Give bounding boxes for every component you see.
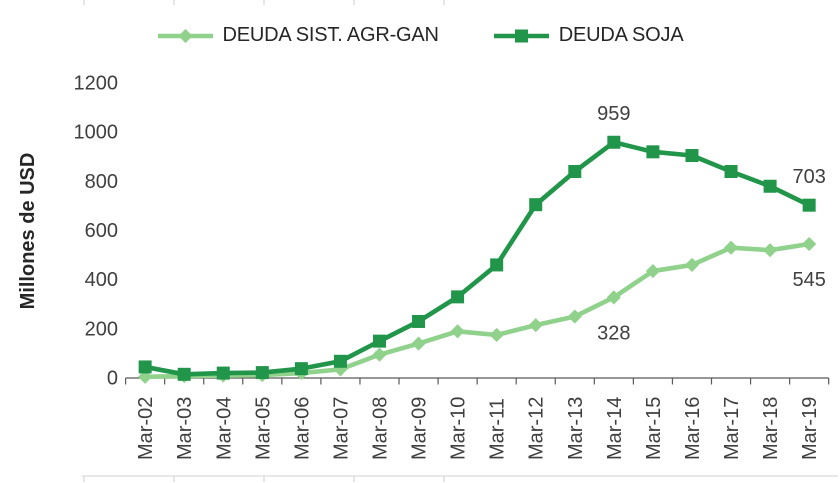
diamond-marker xyxy=(684,257,700,272)
x-tick-label: Mar-03 xyxy=(174,397,196,460)
square-marker xyxy=(685,149,699,163)
x-tick-label: Mar-08 xyxy=(369,397,391,460)
frame-guides xyxy=(82,0,838,482)
x-axis-labels: Mar-02 Mar-03 Mar-04 Mar-05 Mar-06 Mar-07 Mar-… xyxy=(135,397,821,460)
data-label: 703 xyxy=(792,166,825,188)
x-axis xyxy=(124,377,830,385)
x-tick-label: Mar-09 xyxy=(409,397,431,460)
x-tick-label: Mar-11 xyxy=(487,398,509,460)
y-tick-label: 400 xyxy=(85,269,118,291)
data-label: 545 xyxy=(792,269,825,291)
diamond-marker xyxy=(645,263,660,279)
x-tick-label: Mar-14 xyxy=(604,397,626,460)
x-tick-label: Mar-17 xyxy=(721,397,743,460)
series-deuda-sist-agr-gan xyxy=(138,236,817,384)
square-marker xyxy=(490,258,504,272)
legend-label-deuda-soja: DEUDA SOJA xyxy=(558,24,684,46)
x-tick-label: Mar-16 xyxy=(682,397,704,460)
square-marker xyxy=(294,362,308,376)
x-tick-label: Mar-05 xyxy=(252,397,274,460)
x-tick-label: Mar-19 xyxy=(799,397,821,460)
legend-label-deuda-sist-agr-gan: DEUDA SIST. AGR-GAN xyxy=(222,24,439,46)
x-tick-label: Mar-07 xyxy=(330,397,352,460)
y-tick-label: 200 xyxy=(85,318,118,340)
y-tick-label: 600 xyxy=(85,220,118,242)
square-marker xyxy=(138,360,152,374)
square-marker xyxy=(255,366,269,380)
y-tick-label: 800 xyxy=(85,171,118,193)
x-tick-label: Mar-02 xyxy=(135,397,157,460)
series-line xyxy=(142,241,812,380)
x-tick-label: Mar-13 xyxy=(565,397,587,460)
y-tick-label: 0 xyxy=(107,368,118,390)
x-tick-label: Mar-10 xyxy=(448,397,470,460)
square-marker xyxy=(529,198,543,212)
diamond-marker xyxy=(372,347,387,362)
data-label: 959 xyxy=(597,103,630,125)
x-tick-label: Mar-06 xyxy=(291,397,313,460)
diamond-marker xyxy=(450,324,465,339)
diamond-marker xyxy=(528,318,543,333)
square-marker xyxy=(802,198,816,212)
y-axis-title: Millones de USD xyxy=(17,153,39,310)
square-marker xyxy=(451,290,465,304)
square-marker xyxy=(412,314,426,328)
data-labels: 959 703 328 545 xyxy=(597,103,826,344)
diamond-marker-swatch xyxy=(157,28,213,43)
y-tick-label: 1200 xyxy=(74,72,119,94)
x-tick-label: Mar-18 xyxy=(760,397,782,460)
diamond-marker xyxy=(802,236,817,252)
x-tick-label: Mar-15 xyxy=(643,397,665,460)
square-marker xyxy=(724,164,738,178)
x-tick-label: Mar-04 xyxy=(213,397,235,460)
diamond-marker xyxy=(489,327,504,343)
square-marker xyxy=(216,366,230,380)
square-marker-swatch xyxy=(493,29,549,42)
square-marker xyxy=(568,164,582,178)
diamond-marker xyxy=(763,243,778,258)
legend-item-deuda-soja: DEUDA SOJA xyxy=(493,24,684,47)
diamond-marker xyxy=(411,336,426,351)
diamond-marker xyxy=(567,309,582,324)
diamond-marker xyxy=(606,290,621,305)
y-axis-labels: 0 200 400 600 800 1000 1200 xyxy=(74,72,119,389)
legend: DEUDA SIST. AGR-GAN DEUDA SOJA xyxy=(0,24,840,47)
square-marker xyxy=(646,145,660,159)
square-marker xyxy=(607,135,621,149)
y-tick-label: 1000 xyxy=(74,122,119,144)
square-marker xyxy=(372,334,386,348)
series-line xyxy=(142,139,812,377)
diamond-marker xyxy=(723,240,739,255)
data-label: 328 xyxy=(597,322,630,344)
square-marker xyxy=(333,354,347,368)
square-marker xyxy=(177,367,191,381)
series-deuda-soja xyxy=(138,135,816,381)
legend-item-deuda-sist-agr-gan: DEUDA SIST. AGR-GAN xyxy=(157,24,439,47)
square-marker xyxy=(763,179,777,193)
x-tick-label: Mar-12 xyxy=(526,397,548,460)
